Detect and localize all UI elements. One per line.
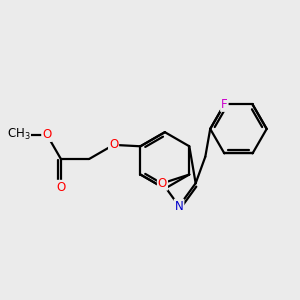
Text: O: O <box>56 181 65 194</box>
Text: F: F <box>221 98 228 111</box>
Text: O: O <box>42 128 51 141</box>
Text: N: N <box>175 200 183 213</box>
Text: O: O <box>109 138 118 152</box>
Text: O: O <box>158 177 167 190</box>
Text: CH$_3$: CH$_3$ <box>7 127 30 142</box>
